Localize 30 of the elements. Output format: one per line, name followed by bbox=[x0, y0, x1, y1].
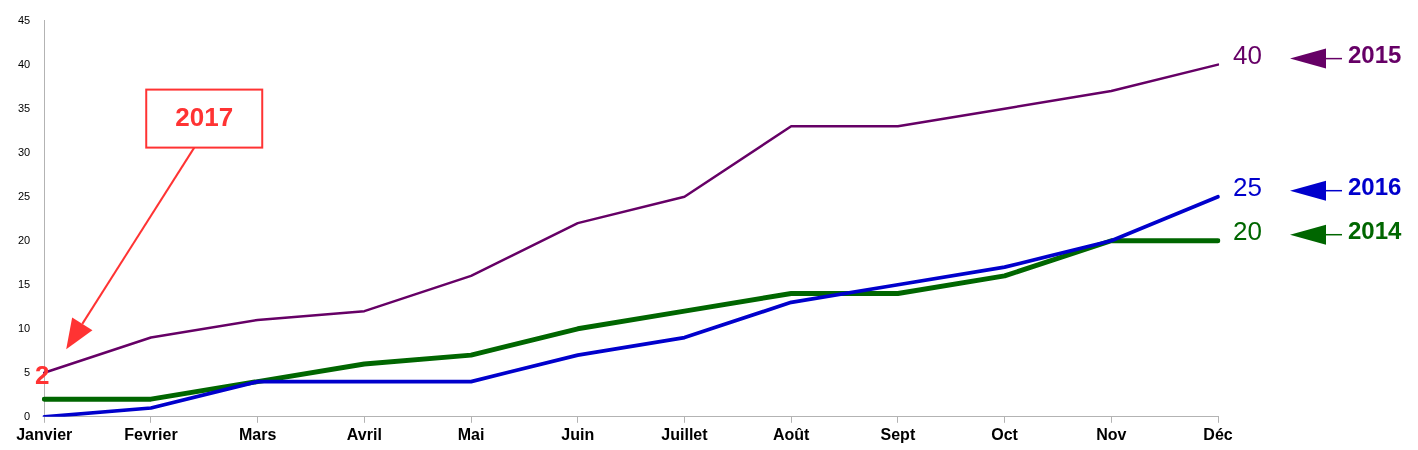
data-label: 25 bbox=[1233, 171, 1262, 202]
y-tick-label: 0 bbox=[24, 409, 31, 422]
y-tick-label: 30 bbox=[17, 145, 31, 158]
x-tick-label: Août bbox=[772, 425, 811, 443]
annotation: 2 bbox=[35, 360, 50, 391]
x-tick-label: Juillet bbox=[661, 425, 709, 443]
y-tick-label: 20 bbox=[17, 233, 31, 246]
y-tick-label: 40 bbox=[17, 57, 31, 70]
x-tick-label: Nov bbox=[1096, 425, 1127, 443]
x-tick-label: Juin bbox=[561, 425, 595, 443]
annotation: 2017 bbox=[175, 101, 234, 132]
y-tick-label: 5 bbox=[24, 365, 31, 378]
data-label: 20 bbox=[1233, 215, 1262, 246]
y-tick-label: 25 bbox=[17, 189, 31, 202]
legend-label: 2015 bbox=[1348, 41, 1402, 69]
y-tick-label: 35 bbox=[17, 101, 31, 114]
x-tick-label: Déc bbox=[1203, 425, 1233, 443]
x-tick-label: Fevrier bbox=[124, 425, 178, 443]
x-tick-label: Oct bbox=[991, 425, 1019, 443]
y-tick-label: 10 bbox=[17, 321, 31, 334]
x-tick-label: Avril bbox=[346, 425, 382, 443]
x-tick-label: Sept bbox=[880, 425, 916, 443]
legend-label: 2014 bbox=[1348, 217, 1403, 245]
legend-label: 2016 bbox=[1348, 173, 1402, 201]
y-tick-label: 45 bbox=[17, 13, 31, 26]
data-label: 40 bbox=[1233, 39, 1262, 70]
x-tick-label: Mars bbox=[238, 425, 277, 443]
y-tick-label: 15 bbox=[17, 277, 31, 290]
x-tick-label: Mai bbox=[457, 425, 485, 443]
x-tick-label: Janvier bbox=[16, 425, 73, 443]
